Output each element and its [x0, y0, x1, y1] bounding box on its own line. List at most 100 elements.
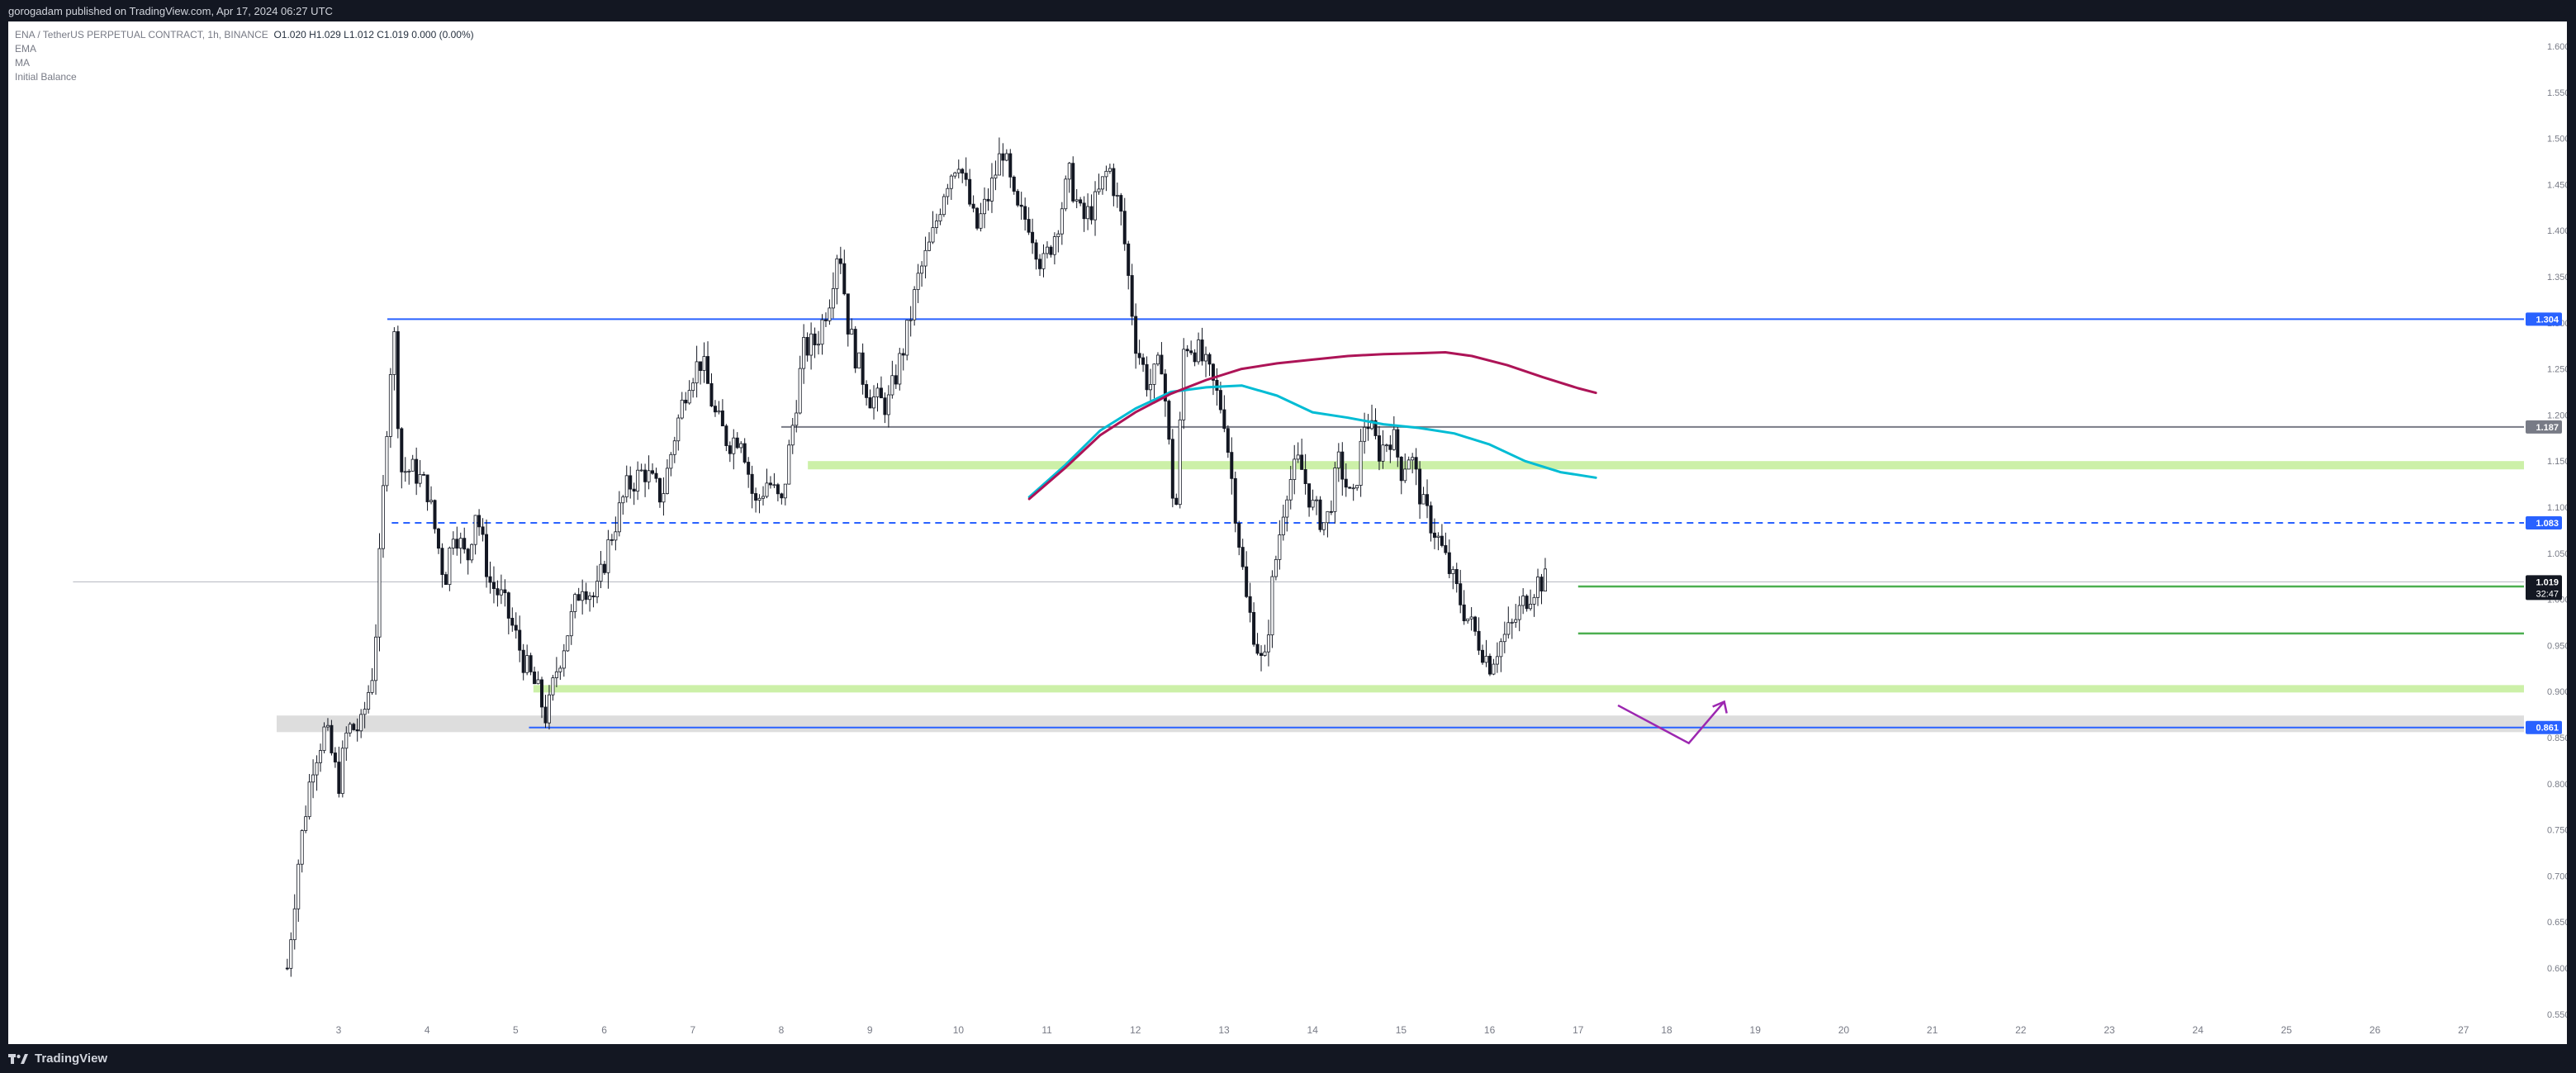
candle-body — [463, 538, 467, 550]
candle-body — [1536, 577, 1540, 598]
candles-layer — [285, 137, 1547, 977]
candle-body — [835, 258, 839, 289]
candle-body — [624, 475, 629, 498]
candle-body — [330, 724, 334, 753]
candle-body — [506, 592, 510, 619]
candle-body — [588, 595, 592, 601]
time-tick-label: 11 — [1041, 1024, 1052, 1036]
candle-body — [1012, 176, 1016, 192]
candle-body — [388, 374, 392, 437]
candle-body — [1270, 576, 1274, 636]
candle-body — [1506, 622, 1511, 635]
zone-rect[interactable] — [808, 461, 2525, 470]
candle-body — [521, 649, 525, 673]
candle-body — [1178, 419, 1182, 506]
candle-body — [1248, 596, 1252, 613]
zone-rect[interactable] — [276, 715, 2525, 733]
legend-symbol-row[interactable]: ENA / TetherUS PERPETUAL CONTRACT, 1h, B… — [15, 28, 474, 42]
legend-indicator-initial-balance[interactable]: Initial Balance — [15, 71, 77, 83]
candle-body — [657, 477, 662, 503]
candle-body — [1432, 532, 1436, 538]
candle-body — [1145, 363, 1149, 391]
chart-pane[interactable]: 1.6001.5501.5001.4501.4001.3501.3001.250… — [8, 21, 2570, 1044]
price-label-bg — [2526, 720, 2562, 734]
candle-body — [1104, 170, 1108, 178]
time-tick-label: 4 — [425, 1024, 430, 1036]
candle-body — [1019, 204, 1023, 207]
candle-body — [853, 329, 857, 369]
candle-body — [1447, 552, 1451, 574]
candle-body — [344, 732, 349, 749]
candle-body — [901, 353, 905, 356]
time-tick-label: 27 — [2458, 1024, 2469, 1036]
candle-body — [1444, 545, 1448, 553]
time-tick-label: 16 — [1484, 1024, 1496, 1036]
candle-body — [300, 830, 304, 865]
time-tick-label: 3 — [336, 1024, 342, 1036]
candle-body — [340, 748, 344, 795]
projection-path[interactable] — [1617, 700, 1725, 745]
tradingview-logo[interactable]: TradingView — [8, 1052, 107, 1066]
candle-body — [566, 635, 570, 652]
candle-body — [385, 435, 389, 487]
candle-body — [315, 762, 319, 776]
candle-body — [491, 582, 496, 590]
zone-rect[interactable] — [533, 685, 2524, 693]
candle-body — [676, 417, 681, 442]
candle-body — [1067, 163, 1071, 180]
candle-body — [861, 352, 865, 385]
candle-body — [1421, 494, 1426, 505]
price-tick-label: 0.750 — [2547, 826, 2567, 836]
candle-body — [1274, 558, 1278, 577]
time-tick-label: 17 — [1573, 1024, 1584, 1036]
candle-body — [665, 468, 669, 494]
candle-body — [971, 203, 975, 209]
candle-body — [503, 589, 507, 594]
candle-body — [898, 353, 902, 385]
time-tick-label: 10 — [953, 1024, 965, 1036]
price-tick-label: 1.400 — [2547, 226, 2567, 236]
candle-body — [536, 679, 540, 685]
candle-body — [1293, 458, 1297, 480]
ma-line[interactable] — [1027, 351, 1597, 501]
candle-body — [639, 469, 643, 472]
candle-body — [433, 500, 437, 529]
price-chart[interactable]: 1.6001.5501.5001.4501.4001.3501.3001.250… — [8, 21, 2570, 1044]
candle-body — [543, 706, 548, 724]
candle-body — [481, 526, 485, 535]
candle-body — [307, 781, 311, 818]
candle-body — [1056, 233, 1060, 237]
candle-body — [355, 729, 359, 732]
candle-body — [913, 289, 917, 320]
time-tick-label: 5 — [513, 1024, 519, 1036]
price-labels-layer: 1.304 1.187 1.083 1.019 32:47 0.861 — [2526, 312, 2562, 734]
publisher-text: gorogadam published on TradingView.com, … — [8, 5, 333, 17]
candle-body — [1377, 435, 1381, 462]
candle-body — [890, 375, 894, 396]
legend-indicator-ma[interactable]: MA — [15, 57, 30, 69]
candle-body — [477, 515, 482, 528]
candle-body — [1001, 153, 1005, 161]
candle-body — [1429, 505, 1433, 534]
candle-body — [289, 939, 293, 969]
candle-body — [292, 908, 297, 941]
price-tick-label: 1.100 — [2547, 503, 2567, 513]
candle-body — [1388, 444, 1392, 450]
candle-body — [684, 399, 688, 404]
candle-body — [392, 331, 396, 375]
candle-body — [1185, 349, 1189, 352]
candle-body — [768, 482, 772, 486]
price-label-text: 1.019 — [2536, 577, 2559, 587]
legend-indicator-ema[interactable]: EMA — [15, 43, 37, 55]
candle-body — [1237, 523, 1241, 548]
candle-body — [964, 173, 968, 180]
candle-body — [1119, 195, 1123, 212]
candle-body — [1366, 426, 1370, 430]
ema-line[interactable] — [1027, 384, 1597, 499]
candle-body — [1182, 349, 1186, 420]
candle-body — [879, 387, 883, 399]
candle-body — [1100, 176, 1104, 190]
price-label-text: 1.304 — [2536, 315, 2559, 325]
candle-body — [1174, 497, 1179, 506]
candle-body — [1510, 621, 1514, 624]
